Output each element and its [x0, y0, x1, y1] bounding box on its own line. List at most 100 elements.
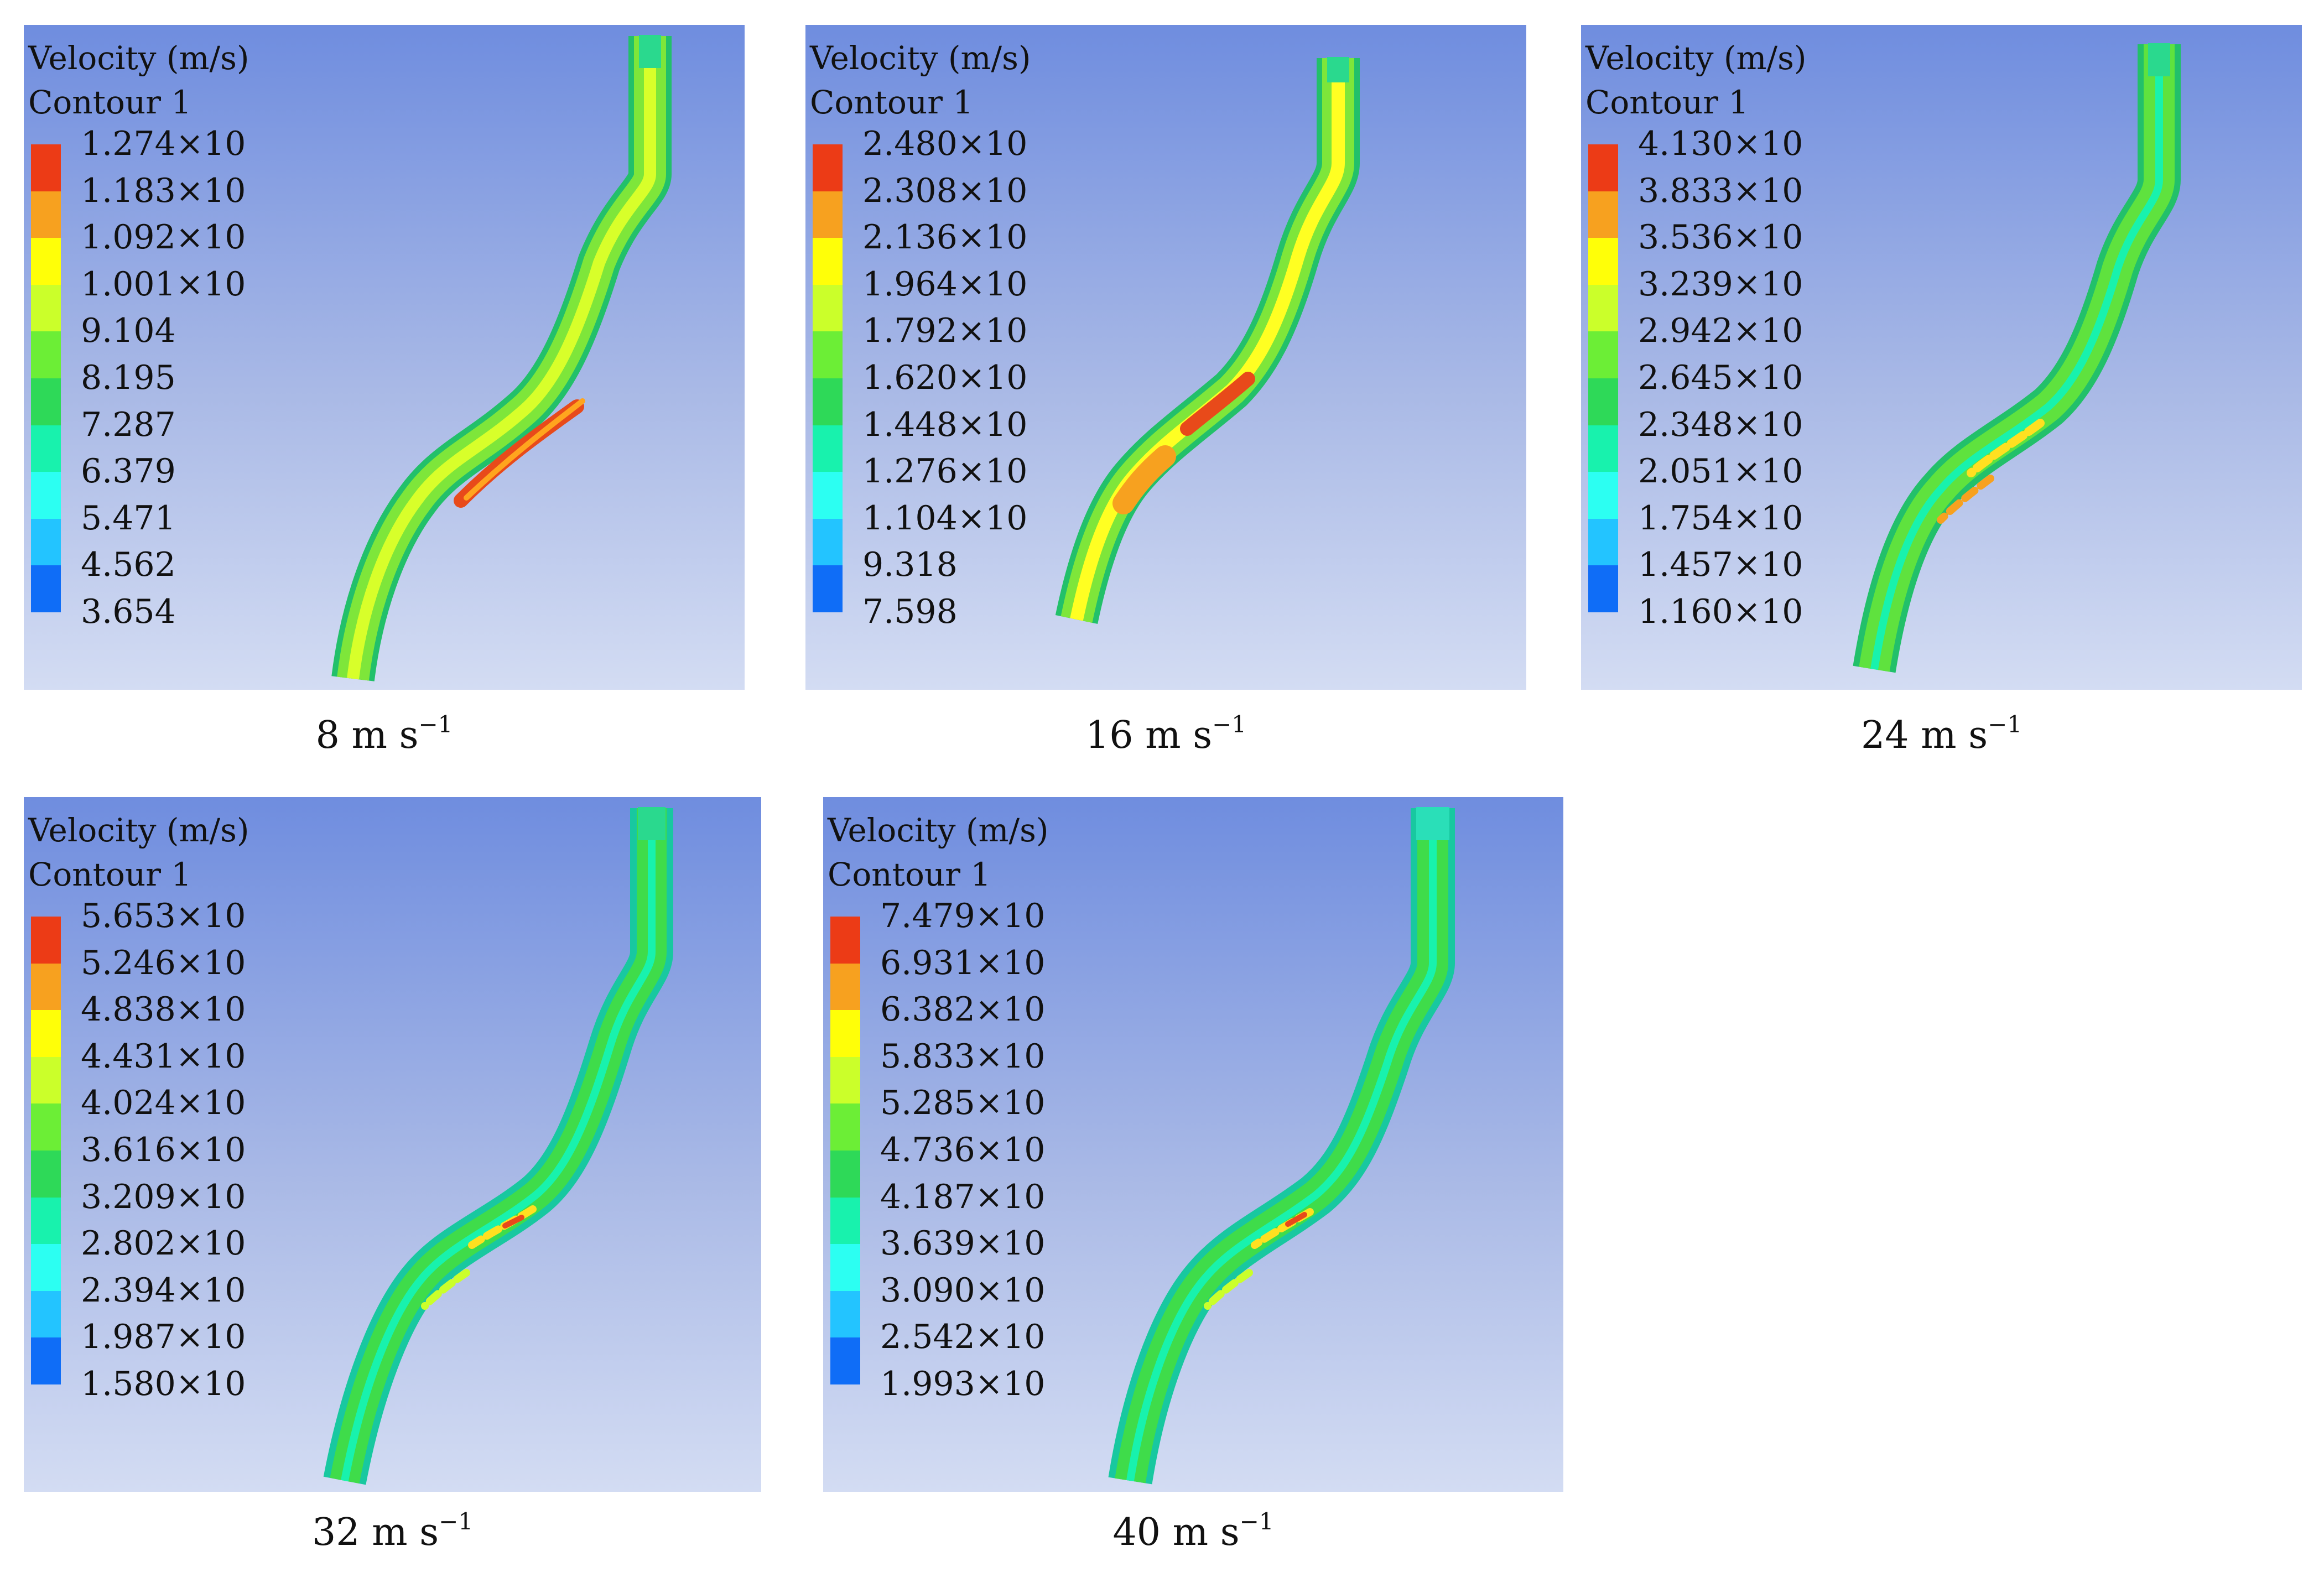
tick-label: 7.479×10 — [880, 897, 1046, 935]
color-swatch — [1588, 191, 1618, 238]
tick-label: 6.382×10 — [880, 990, 1046, 1029]
color-scale: 1.274×10 1.183×10 1.092×10 1.001×10 9.10… — [31, 124, 249, 631]
color-swatch — [813, 565, 843, 612]
color-swatch — [31, 378, 61, 425]
color-swatch — [31, 472, 61, 519]
color-swatch — [31, 1103, 61, 1151]
color-swatch — [813, 378, 843, 425]
contour-panel-24: Velocity (m/s) Contour 1 4.130×10 3.833×… — [1581, 25, 2302, 690]
tick-label: 5.285×10 — [880, 1084, 1046, 1122]
color-bar — [31, 917, 61, 1384]
color-swatch — [830, 963, 860, 1011]
legend-8: Velocity (m/s) Contour 1 1.274×10 1.183×… — [28, 36, 249, 631]
tick-label: 2.942×10 — [1638, 311, 1803, 350]
color-swatch — [31, 238, 61, 285]
color-scale: 5.653×10 5.246×10 4.838×10 4.431×10 4.02… — [31, 897, 249, 1403]
tick-label: 2.051×10 — [1638, 452, 1803, 491]
contour-panel-40: Velocity (m/s) Contour 1 7.479×10 6.931×… — [823, 797, 1563, 1492]
color-swatch — [31, 425, 61, 472]
tick-label: 6.379 — [81, 452, 176, 491]
pipe-contour-24 — [1853, 43, 2181, 673]
tick-label: 1.987×10 — [81, 1318, 246, 1356]
tick-label: 1.092×10 — [81, 218, 246, 257]
tick-label: 3.239×10 — [1638, 265, 1803, 304]
color-swatch — [830, 1150, 860, 1198]
color-swatch — [830, 1244, 860, 1291]
color-swatch — [813, 472, 843, 519]
tick-label: 8.195 — [81, 358, 176, 397]
tick-label: 1.276×10 — [862, 452, 1028, 491]
tick-label: 5.246×10 — [81, 944, 246, 982]
color-bar — [830, 917, 860, 1384]
caption-16: 16 m s−1 — [805, 711, 1526, 757]
color-swatch — [830, 1197, 860, 1245]
tick-label: 2.394×10 — [81, 1271, 246, 1310]
color-swatch — [813, 284, 843, 332]
caption-exponent: −1 — [1212, 711, 1247, 738]
color-swatch — [31, 1197, 61, 1245]
color-swatch — [31, 963, 61, 1011]
tick-label: 2.645×10 — [1638, 358, 1803, 397]
color-swatch — [813, 425, 843, 472]
color-scale: 4.130×10 3.833×10 3.536×10 3.239×10 2.94… — [1588, 124, 1806, 631]
color-swatch — [31, 284, 61, 332]
pipe-contour-16 — [1055, 57, 1360, 624]
tick-label: 3.090×10 — [880, 1271, 1046, 1310]
color-scale: 7.479×10 6.931×10 6.382×10 5.833×10 5.28… — [830, 897, 1048, 1403]
tick-label: 2.802×10 — [81, 1224, 246, 1263]
color-swatch — [830, 1337, 860, 1384]
color-swatch — [31, 1244, 61, 1291]
tick-label: 4.736×10 — [880, 1131, 1046, 1169]
tick-label: 2.348×10 — [1638, 405, 1803, 444]
pipe-contour-8 — [331, 35, 672, 681]
caption-text: 40 m s — [1112, 1511, 1240, 1554]
caption-text: 16 m s — [1085, 714, 1213, 757]
legend-subtitle: Contour 1 — [828, 856, 991, 893]
legend-40: Velocity (m/s) Contour 1 7.479×10 6.931×… — [828, 808, 1049, 1403]
color-swatch — [31, 191, 61, 238]
color-swatch — [830, 1010, 860, 1057]
color-swatch — [1588, 472, 1618, 519]
color-swatch — [31, 1150, 61, 1198]
caption-text: 32 m s — [311, 1511, 439, 1554]
tick-label: 6.931×10 — [880, 944, 1046, 982]
color-swatch — [830, 1103, 860, 1151]
color-swatch — [1588, 331, 1618, 378]
color-swatch — [31, 917, 61, 964]
caption-text: 24 m s — [1860, 714, 1988, 757]
tick-label: 3.209×10 — [81, 1178, 246, 1216]
tick-label: 5.471 — [81, 499, 176, 538]
tick-label: 2.308×10 — [862, 171, 1028, 210]
tick-label: 1.964×10 — [862, 265, 1028, 304]
legend-title: Velocity (m/s) — [28, 39, 249, 77]
caption-exponent: −1 — [1239, 1508, 1274, 1535]
legend-16: Velocity (m/s) Contour 1 2.480×10 2.308×… — [810, 36, 1031, 631]
color-swatch — [830, 1056, 860, 1104]
color-swatch — [31, 331, 61, 378]
color-swatch — [31, 565, 61, 612]
color-swatch — [31, 1290, 61, 1338]
tick-label: 9.104 — [81, 311, 176, 350]
caption-exponent: −1 — [439, 1508, 474, 1535]
tick-label: 3.639×10 — [880, 1224, 1046, 1263]
color-bar — [31, 144, 61, 612]
caption-40: 40 m s−1 — [823, 1508, 1563, 1554]
legend-title: Velocity (m/s) — [828, 811, 1049, 849]
pipe-contour-40 — [1108, 807, 1455, 1485]
pipe-contour-32 — [323, 807, 673, 1485]
legend-subtitle: Contour 1 — [810, 84, 974, 121]
legend-subtitle: Contour 1 — [1585, 84, 1749, 121]
tick-label: 4.130×10 — [1638, 124, 1803, 163]
contour-panel-16: Velocity (m/s) Contour 1 2.480×10 2.308×… — [805, 25, 1526, 690]
tick-label: 3.833×10 — [1638, 171, 1803, 210]
legend-subtitle: Contour 1 — [28, 84, 192, 121]
caption-text: 8 m s — [315, 714, 419, 757]
contour-panel-8: Velocity (m/s) Contour 1 1.274×10 1.183×… — [24, 25, 745, 690]
color-swatch — [1588, 238, 1618, 285]
color-swatch — [1588, 144, 1618, 191]
tick-label: 3.654 — [81, 592, 176, 631]
color-swatch — [813, 331, 843, 378]
tick-label: 4.187×10 — [880, 1178, 1046, 1216]
tick-label: 3.536×10 — [1638, 218, 1803, 257]
tick-label: 1.792×10 — [862, 311, 1028, 350]
